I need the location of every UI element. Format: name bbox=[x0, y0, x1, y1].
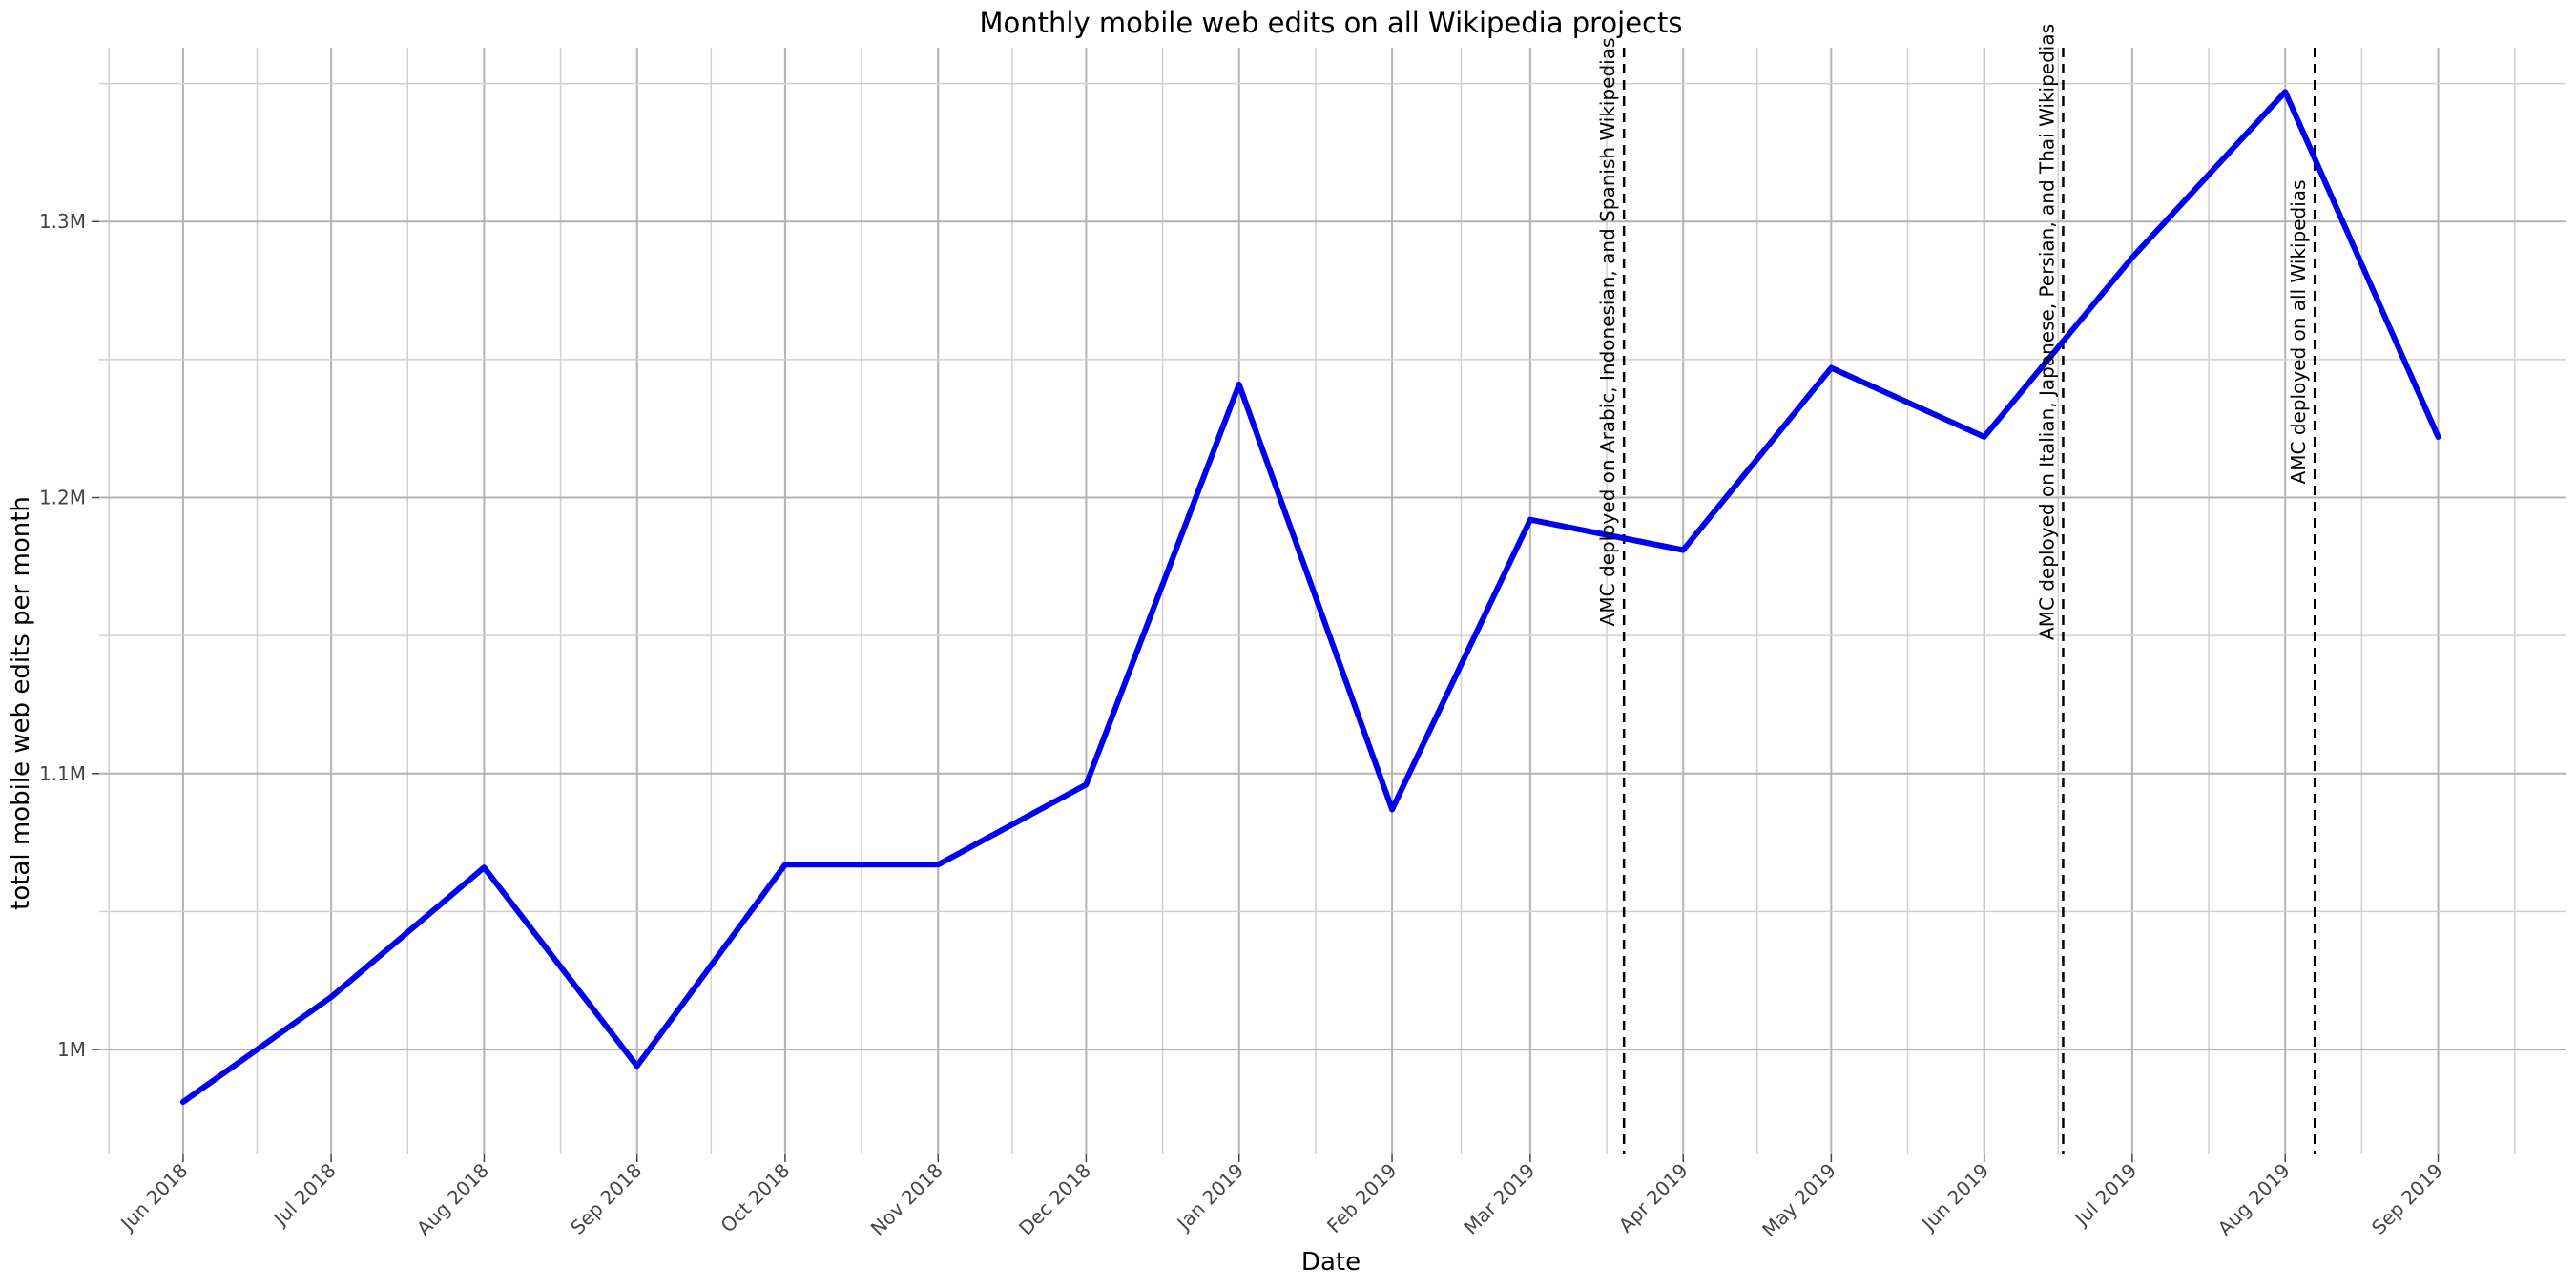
x-axis-ticks: Jun 2018 Jul 2018 Aug 2018 Sep 2018 Oct 2018… bbox=[114, 1154, 2447, 1241]
x-tick-label: Jul 2019 bbox=[2068, 1159, 2141, 1232]
series-line bbox=[179, 89, 2441, 1105]
chart-title: Monthly mobile web edits on all Wikipedi… bbox=[980, 7, 1683, 39]
x-tick-label: Aug 2018 bbox=[412, 1159, 493, 1240]
x-tick-label: Sep 2019 bbox=[2367, 1159, 2447, 1239]
y-tick-label: 1.1M bbox=[39, 762, 86, 785]
x-tick-label: Jan 2019 bbox=[1172, 1159, 1249, 1236]
annotation-labels: AMC deployed on Arabic, Indonesian, and … bbox=[1596, 24, 2310, 640]
x-tick-label: Nov 2018 bbox=[866, 1159, 947, 1240]
x-tick-label: Oct 2018 bbox=[717, 1159, 795, 1237]
x-axis-label: Date bbox=[1301, 1248, 1361, 1277]
x-tick-label: May 2019 bbox=[1757, 1159, 1840, 1242]
y-tick-label: 1.2M bbox=[39, 487, 86, 509]
annotation-label: AMC deployed on Italian, Japanese, Persi… bbox=[2035, 24, 2058, 640]
x-tick-label: Sep 2018 bbox=[566, 1159, 646, 1239]
annotation-label: AMC deployed on all Wikipedias bbox=[2287, 180, 2310, 485]
x-tick-label: Jul 2018 bbox=[268, 1159, 341, 1232]
y-tick-label: 1.3M bbox=[39, 210, 86, 233]
x-tick-label: Mar 2019 bbox=[1459, 1159, 1539, 1239]
x-tick-label: Aug 2019 bbox=[2213, 1159, 2295, 1240]
y-axis-ticks: 1M 1.1M 1.2M 1.3M bbox=[39, 210, 99, 1061]
x-tick-label: Apr 2019 bbox=[1614, 1159, 1693, 1237]
annotation-lines bbox=[1622, 48, 2316, 1154]
y-tick-label: 1M bbox=[57, 1038, 86, 1061]
annotation-label: AMC deployed on Arabic, Indonesian, and … bbox=[1596, 38, 1619, 627]
x-tick-label: Feb 2019 bbox=[1322, 1159, 1401, 1237]
x-tick-label: Jun 2018 bbox=[114, 1159, 192, 1236]
x-tick-label: Jun 2019 bbox=[1916, 1159, 1993, 1236]
y-axis-label: total mobile web edits per month bbox=[7, 496, 35, 910]
grid bbox=[99, 48, 2566, 1154]
series bbox=[179, 89, 2441, 1105]
x-tick-label: Dec 2018 bbox=[1014, 1159, 1095, 1240]
